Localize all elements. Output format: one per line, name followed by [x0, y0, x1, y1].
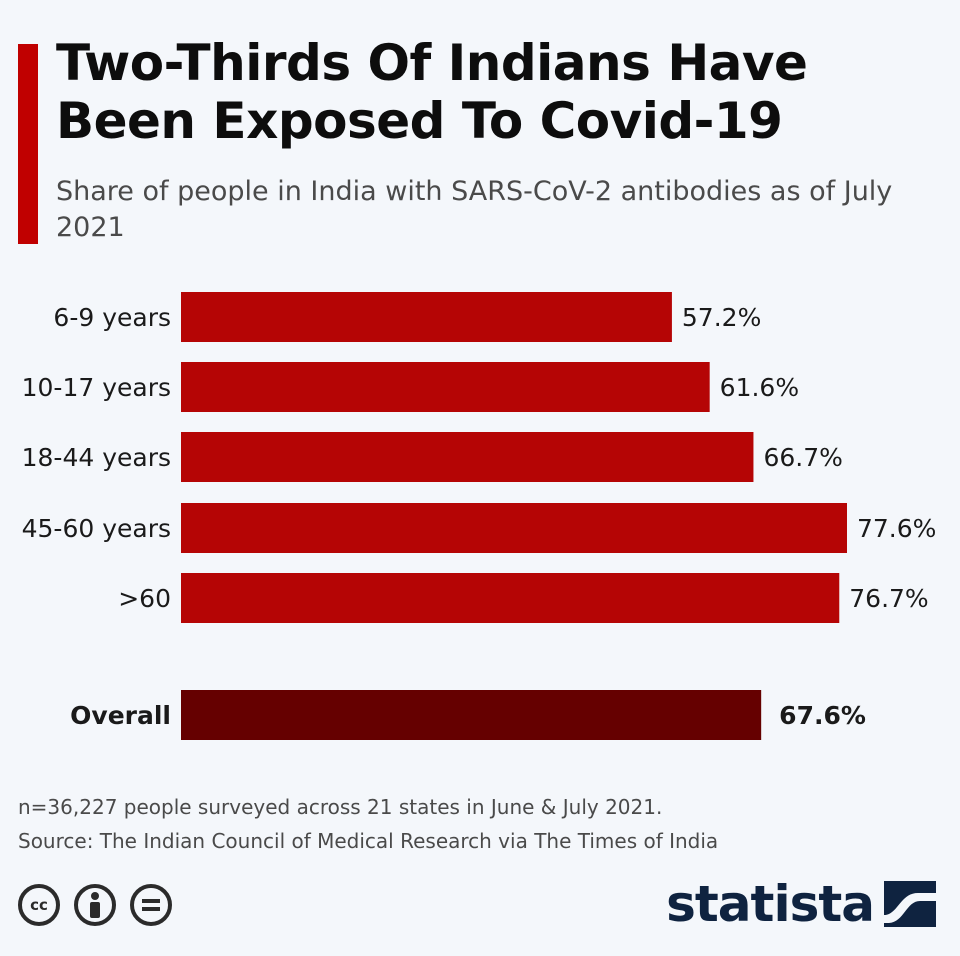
footnote: n=36,227 people surveyed across 21 state…	[18, 790, 938, 858]
value-label-0: 57.2%	[682, 303, 761, 332]
sample-note: n=36,227 people surveyed across 21 state…	[18, 795, 663, 819]
category-label-1: 10-17 years	[22, 373, 171, 402]
category-label-0: 6-9 years	[53, 303, 171, 332]
brand-logo-icon	[884, 881, 936, 927]
category-label-2: 18-44 years	[22, 443, 171, 472]
cc-icon[interactable]: cc	[18, 884, 60, 926]
page-subtitle: Share of people in India with SARS-CoV-2…	[56, 176, 893, 243]
page-title: Two-Thirds Of Indians Have Been Exposed …	[56, 34, 808, 150]
value-label-1: 61.6%	[720, 373, 799, 402]
title-accent-bar	[18, 44, 38, 244]
bar-0	[181, 292, 672, 342]
brand-wordmark: statista	[666, 875, 875, 933]
source-note: Source: The Indian Council of Medical Re…	[18, 829, 719, 853]
license-icons: cc	[18, 884, 172, 926]
bar-1	[181, 362, 710, 412]
bar-3	[181, 503, 847, 553]
category-label-3: 45-60 years	[22, 514, 171, 543]
attribution-icon[interactable]	[74, 884, 116, 926]
bar-5	[181, 690, 762, 740]
brand[interactable]: statista	[666, 874, 936, 934]
bar-4	[181, 573, 840, 623]
bar-chart: 6-9 years 57.2% 10-17 years 61.6% 18-44 year…	[22, 292, 936, 740]
category-label-5: Overall	[70, 701, 171, 730]
value-label-4: 76.7%	[849, 584, 928, 613]
no-derivatives-icon[interactable]	[130, 884, 172, 926]
value-label-2: 66.7%	[763, 443, 842, 472]
bar-2	[181, 432, 754, 482]
value-label-5: 67.6%	[779, 701, 866, 730]
category-label-4: >60	[118, 584, 171, 613]
value-label-3: 77.6%	[857, 514, 936, 543]
